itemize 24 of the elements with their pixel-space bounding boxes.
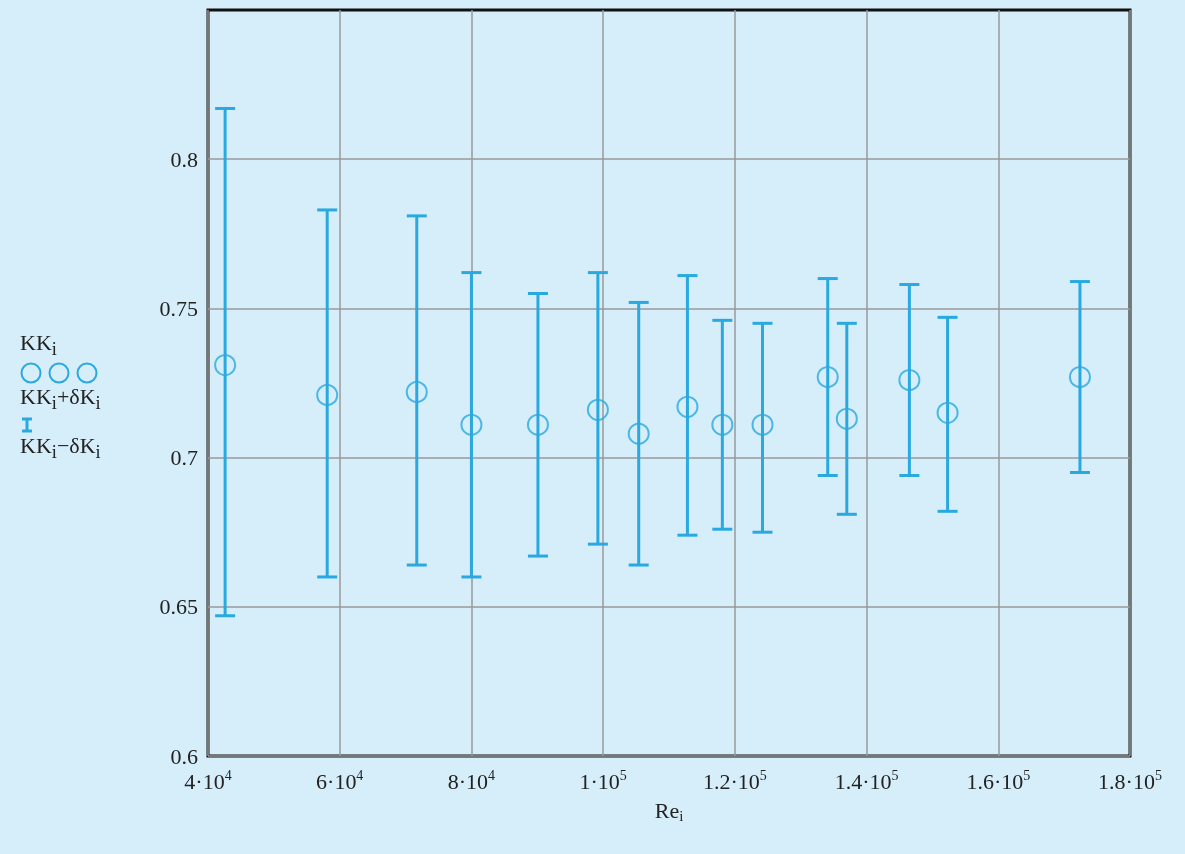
point [936, 401, 959, 424]
point [586, 398, 609, 421]
point [711, 413, 734, 436]
text: KK$_{i}$ [20, 330, 58, 362]
point [835, 407, 858, 430]
y-tick-label: 0.65 [159, 594, 198, 620]
point [316, 383, 339, 406]
point [526, 413, 549, 436]
point [1068, 366, 1091, 389]
text: KK$_{i}$−δK$_{i}$ [20, 432, 101, 465]
x-axis-title: Rei [654, 798, 684, 824]
text: KK$_{i}$+δK$_{i}$ [20, 384, 101, 416]
y-tick-label: 0.7 [170, 445, 198, 471]
y-tick-label: 0.75 [159, 295, 198, 321]
point [898, 369, 921, 392]
point [627, 422, 650, 445]
y-tick-label: 0.6 [170, 743, 198, 769]
point [214, 354, 237, 377]
point [405, 380, 428, 403]
point [751, 413, 774, 436]
point [816, 366, 839, 389]
y-tick-label: 0.8 [170, 146, 198, 172]
point [676, 395, 699, 418]
point [460, 413, 483, 436]
